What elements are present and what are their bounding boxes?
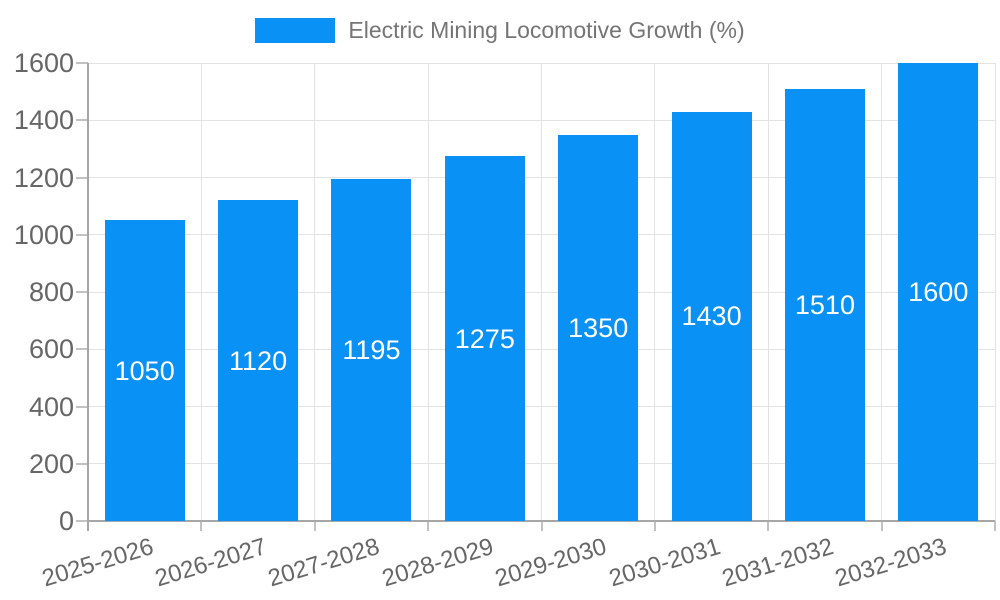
x-gridline bbox=[200, 63, 202, 521]
y-tick-mark bbox=[76, 520, 88, 522]
x-tick-mark bbox=[653, 521, 656, 531]
x-gridline bbox=[427, 63, 429, 521]
bar[interactable] bbox=[104, 220, 185, 521]
bar[interactable] bbox=[218, 200, 299, 521]
x-tick-mark bbox=[767, 521, 770, 531]
bar[interactable] bbox=[444, 156, 525, 521]
y-tick-mark bbox=[76, 291, 88, 293]
y-tick-label: 1000 bbox=[13, 219, 74, 250]
x-tick-mark bbox=[427, 521, 430, 531]
y-tick-mark bbox=[76, 119, 88, 122]
y-tick-label: 800 bbox=[28, 277, 74, 307]
y-tick-mark bbox=[76, 405, 88, 408]
x-gridline bbox=[314, 63, 316, 521]
y-tick-mark bbox=[76, 348, 88, 351]
x-gridline bbox=[654, 63, 656, 521]
x-gridline bbox=[767, 63, 769, 521]
bar[interactable] bbox=[331, 178, 412, 521]
x-tick-mark bbox=[313, 521, 316, 531]
x-gridline bbox=[994, 63, 996, 521]
y-tick-mark bbox=[76, 62, 88, 64]
y-axis-line bbox=[87, 63, 89, 531]
x-tick-mark bbox=[540, 521, 543, 531]
y-tick-label: 0 bbox=[58, 506, 74, 536]
y-tick-mark bbox=[76, 462, 88, 465]
legend: Electric Mining Locomotive Growth (%) bbox=[0, 17, 1000, 44]
x-gridline bbox=[541, 63, 542, 521]
legend-label: Electric Mining Locomotive Growth (%) bbox=[348, 17, 745, 43]
x-tick-mark bbox=[880, 521, 883, 531]
y-tick-label: 400 bbox=[28, 391, 74, 422]
legend-swatch bbox=[255, 18, 336, 43]
y-tick-mark bbox=[76, 176, 88, 179]
x-tick-mark bbox=[994, 521, 996, 531]
y-tick-label: 1400 bbox=[13, 105, 74, 136]
bar[interactable] bbox=[671, 111, 752, 521]
bar[interactable] bbox=[558, 134, 639, 521]
x-gridline bbox=[881, 63, 883, 521]
y-tick-mark bbox=[76, 233, 88, 236]
bar[interactable] bbox=[898, 63, 979, 521]
x-axis-line bbox=[88, 520, 995, 522]
y-tick-label: 1200 bbox=[13, 162, 74, 193]
y-tick-label: 600 bbox=[28, 334, 74, 365]
bar[interactable] bbox=[784, 88, 865, 521]
y-tick-label: 200 bbox=[28, 448, 74, 479]
y-tick-label: 1600 bbox=[13, 48, 74, 78]
plot-area: 1050 1120 1195 1275 1350 1430 1510 1600 bbox=[76, 62, 996, 531]
x-tick-mark bbox=[200, 521, 203, 531]
